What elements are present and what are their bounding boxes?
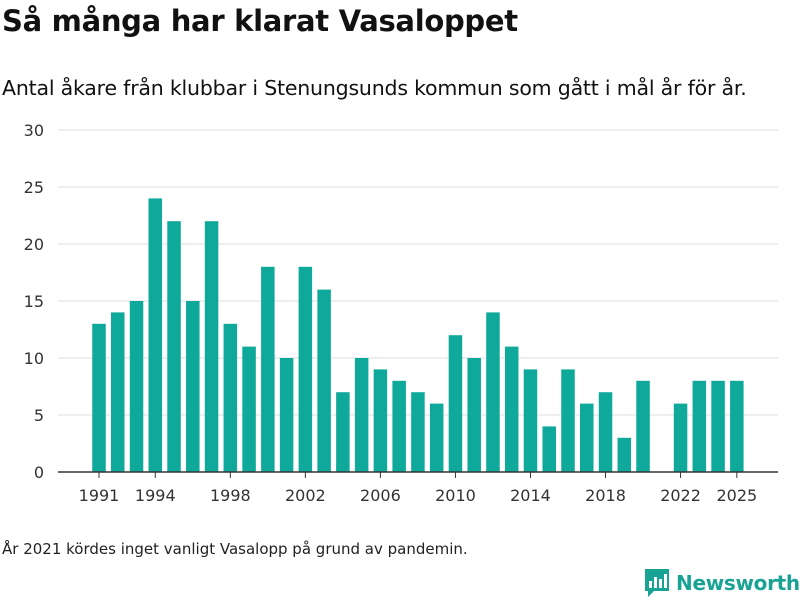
x-tick-label: 1994 [135,486,176,505]
y-tick-label: 15 [24,292,44,311]
bar-2013 [504,346,519,472]
y-axis-ticks: 0 5 10 15 20 25 30 [24,121,44,482]
x-tick-label: 2010 [435,486,476,505]
bars [92,198,744,472]
x-tick-label: 2022 [660,486,701,505]
y-tick-label: 10 [24,349,44,368]
gridlines [58,129,778,416]
bar-2004 [336,392,350,472]
bar-2022 [673,403,688,472]
bar-2005 [354,358,369,472]
brand-name: Newsworthy [676,571,800,595]
bar-2015 [542,426,556,472]
y-tick-label: 30 [24,121,44,140]
x-tick-label: 2006 [360,486,401,505]
chart-subtitle: Antal åkare från klubbar i Stenungsunds … [2,76,747,100]
bar-2017 [580,403,594,472]
footnote: År 2021 kördes inget vanligt Vasalopp på… [2,540,468,558]
bar-1992 [111,312,125,472]
bar-1993 [129,301,144,472]
newsworthy-logo[interactable]: Newsworthy [644,568,800,598]
bar-1999 [242,346,256,472]
bar-2024 [711,380,725,472]
bar-1996 [186,301,200,472]
x-tick-label: 2002 [285,486,326,505]
x-tick-label: 2014 [510,486,551,505]
x-tick-label: 2025 [716,486,757,505]
bar-2009 [429,403,444,472]
bar-2012 [486,312,500,472]
bar-2001 [279,358,294,472]
bar-1997 [204,221,219,472]
bar-2023 [692,380,707,472]
y-tick-label: 5 [34,406,44,425]
bar-1994 [148,198,163,472]
x-tick-label: 2018 [585,486,626,505]
bar-2000 [261,266,275,472]
bar-2002 [298,266,313,472]
bar-chart-logo-icon [645,569,669,597]
y-tick-label: 25 [24,178,44,197]
bar-2025 [730,380,744,472]
bar-2008 [411,392,425,472]
x-axis-ticks: 1991 1994 1998 2002 2006 2010 2014 2018 2022 2025 [79,472,757,505]
bar-2014 [523,369,538,472]
bar-2020 [636,380,650,472]
y-tick-label: 20 [24,235,44,254]
bar-2018 [598,392,613,472]
bar-2003 [317,289,331,472]
chart-title: Så många har klarat Vasaloppet [2,4,518,38]
bar-2006 [373,369,388,472]
bar-2019 [617,437,632,472]
bar-2016 [561,369,575,472]
bar-2007 [392,380,406,472]
bar-1991 [92,323,106,472]
x-tick-label: 1991 [79,486,120,505]
bar-1998 [223,323,238,472]
x-tick-label: 1998 [210,486,251,505]
bar-2010 [448,335,463,472]
y-tick-label: 0 [34,463,44,482]
bar-2011 [467,358,481,472]
bar-1995 [167,221,181,472]
